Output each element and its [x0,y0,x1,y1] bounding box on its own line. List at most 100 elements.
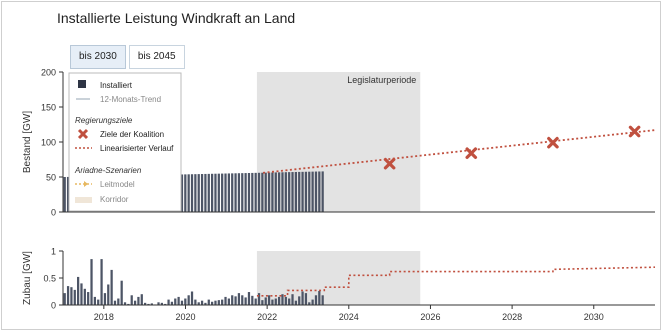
installed-bar [217,173,220,212]
installed-bar [190,174,194,212]
monthly-bar [234,296,237,305]
y-tick-label: 0 [51,208,56,218]
installed-bar [314,171,318,212]
monthly-bar [284,296,287,305]
ziele-legend-icon [77,128,89,140]
legend-box [68,72,182,212]
installed-bar [311,171,314,212]
installed-bar [251,172,254,212]
monthly-bar [117,298,120,305]
installed-bar [318,171,321,212]
installed-bar [237,173,241,212]
installed-bar [231,173,234,212]
installed-bar [227,173,230,212]
monthly-bar [231,295,234,305]
monthly-bar [227,298,230,305]
monthly-bar [321,295,324,305]
monthly-bar [164,303,167,305]
monthly-bar [197,302,200,305]
target-marker [465,147,478,159]
monthly-bar [87,292,90,305]
monthly-bar [247,292,251,305]
installed-bar [207,173,210,212]
linearized-path-line [262,129,656,174]
installed-bar [184,174,187,212]
target-marker [628,125,641,138]
installed-bar [264,172,267,212]
x-tick-label: 2028 [502,312,522,322]
leitmodel-legend-icon [75,181,92,187]
legend-trend: 12-Monats-Trend [100,95,161,104]
installed-bar [304,171,308,212]
installed-bar [281,172,284,212]
monthly-bar [261,300,264,305]
monthly-bar [298,296,301,305]
monthly-bar [274,298,277,305]
installed-bar [204,173,207,212]
tab-bis-2030[interactable]: bis 2030 [70,45,126,69]
installed-bar [197,174,200,212]
monthly-bar [137,296,140,305]
monthly-bar [63,293,66,305]
monthly-bar [93,296,96,305]
monthly-bar [157,302,160,305]
installed-bar [187,174,190,212]
monthly-bar [143,302,147,305]
monthly-bar [170,301,174,305]
monthly-bar [200,300,204,305]
x-tick-label: 2026 [420,312,440,322]
installed-bar [254,172,257,212]
zubau-y-ticks: 00.51 [43,247,63,311]
required-rate-line [256,266,656,297]
y-tick-label: 200 [41,68,56,78]
installed-bar [200,174,204,212]
monthly-bar [271,299,274,305]
korridor-legend-icon [75,197,92,203]
installed-bar [241,173,244,212]
monthly-bar [66,286,70,305]
monthly-bar [257,293,261,305]
chart-title: Installierte Leistung Windkraft an Land [57,10,296,26]
monthly-bar [311,299,314,305]
legend-ariadne-header: Ariadne-Szenarien [74,166,142,175]
installed-bar [321,171,324,212]
monthly-bar [177,296,180,305]
x-axis-ticks: 2018 2020 2022 2024 2026 2028 2030 [94,305,604,322]
monthly-bar [301,291,304,305]
installed-bar [194,174,197,212]
monthly-bar [291,294,294,305]
target-marker [383,157,396,170]
monthly-bar [190,291,194,305]
monthly-bar [294,300,297,305]
monthly-bar [224,296,227,305]
y-tick-label: 150 [41,103,56,113]
monthly-bar [304,293,308,305]
x-tick-label: 2024 [339,312,359,322]
installed-bar [180,174,184,212]
legend-regierungsziele-header: Regierungsziele [75,116,133,125]
installed-bar [257,172,261,212]
monthly-bar [90,259,93,305]
legislaturperiode-shade [256,72,421,212]
x-tick-label: 2020 [175,312,195,322]
y-tick-label: 1 [51,247,56,257]
legend-installiert: Installiert [100,81,133,90]
installiert-legend-icon [78,80,86,88]
monthly-bar [76,276,80,305]
tab-bis-2045[interactable]: bis 2045 [128,45,185,69]
monthly-bar [254,298,257,305]
monthly-bar [210,301,214,305]
monthly-bar [83,288,86,305]
monthly-bar [103,293,107,305]
installed-bar [244,173,247,212]
bestand-y-ticks: 0 50 100 150 200 [41,68,63,218]
installed-bar [291,172,294,212]
target-markers [383,125,641,170]
installed-bar [277,172,281,212]
y-tick-label: 0.5 [43,274,56,284]
installed-bar [221,173,224,212]
monthly-bar [70,287,73,305]
range-tabs: bis 2030 bis 2045 [70,45,185,69]
monthly-bar [217,300,220,305]
